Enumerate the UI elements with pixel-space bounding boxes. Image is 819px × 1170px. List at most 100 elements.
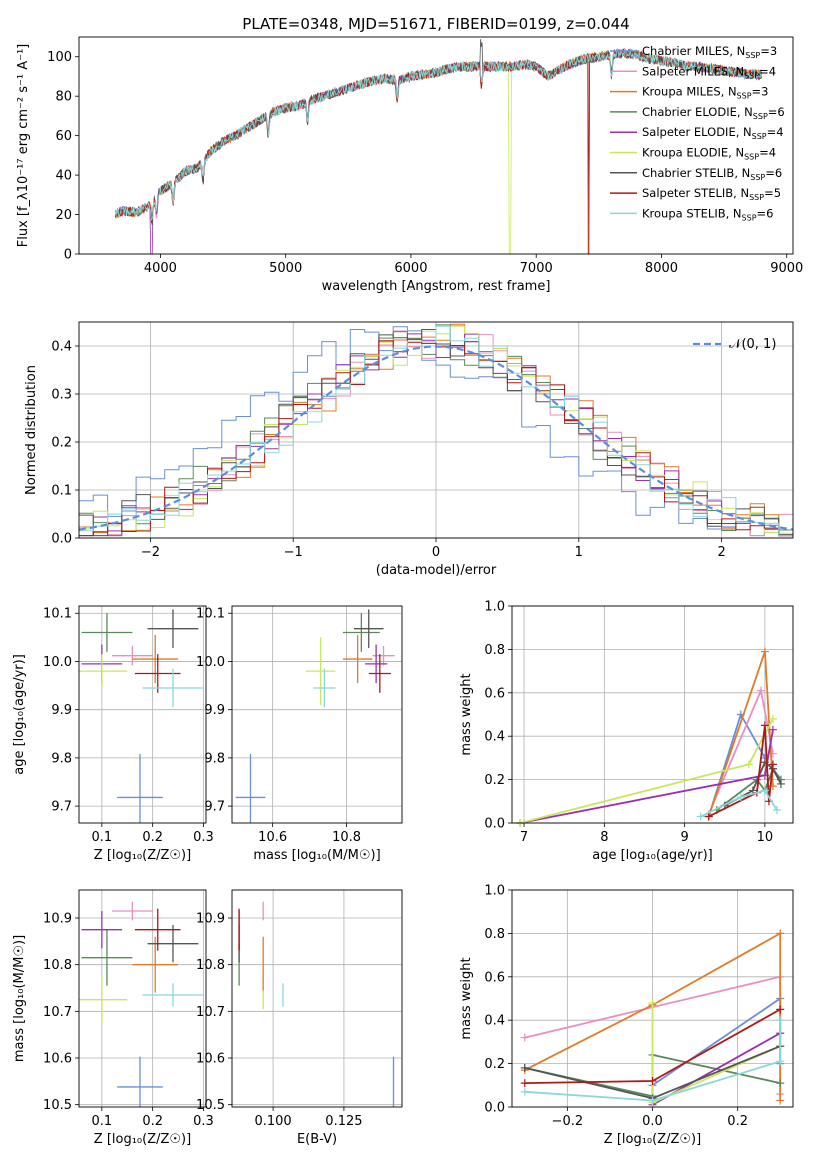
x-tick-label: 0.125 xyxy=(325,1114,362,1129)
y-tick-label: 0.6 xyxy=(484,686,505,701)
y-tick-label: 100 xyxy=(47,50,72,65)
weight-marker-kroupa_elodie xyxy=(744,760,753,769)
legend-label-main: Salpeter MILES, N xyxy=(642,64,744,78)
legend-label-main: Kroupa MILES, N xyxy=(642,85,737,99)
y-tick-label: 0.2 xyxy=(484,1057,505,1072)
x-tick-label: 0.2 xyxy=(142,1114,163,1129)
y-tick-label: 0.2 xyxy=(484,773,505,788)
weight-marker-salpeter_stelib xyxy=(520,1079,529,1088)
x-tick-label: 0.100 xyxy=(254,1114,291,1129)
histogram-salpeter_elodie xyxy=(79,333,793,537)
legend-label-sub: SSP xyxy=(737,92,752,101)
legend-label-tail: =4 xyxy=(767,125,784,139)
spectrum-series-kroupa_stelib xyxy=(114,47,763,222)
normal-curve xyxy=(78,345,794,531)
legend-label-tail: =3 xyxy=(760,44,777,58)
x-axis-label: Z [log₁₀(Z/Z☉)] xyxy=(94,848,191,863)
y-tick-label: 10.1 xyxy=(196,607,225,622)
y-tick-label: 0.0 xyxy=(484,817,505,832)
plot-frame xyxy=(511,605,794,824)
chart-title: PLATE=0348, MJD=51671, FIBERID=0199, z=0… xyxy=(242,15,629,33)
x-tick-label: 6000 xyxy=(394,261,427,276)
x-tick-label: 7000 xyxy=(520,261,553,276)
plot-frame xyxy=(78,605,207,824)
legend-label-tail: =3 xyxy=(752,85,769,99)
y-tick-label: 10.7 xyxy=(43,1005,72,1020)
x-tick-label: 0.0 xyxy=(642,1114,663,1129)
y-tick-label: 0.4 xyxy=(484,730,505,745)
y-tick-label: 0.6 xyxy=(484,970,505,985)
y-tick-label: 0.8 xyxy=(484,927,505,942)
weight-marker-kroupa_stelib xyxy=(648,1096,657,1105)
x-tick-label: 9000 xyxy=(770,261,803,276)
weight-marker-salpeter_stelib xyxy=(776,1005,785,1014)
axes-spectrum: 4000 5000 6000 7000 8000 9000 0 20 40 60 80 100 PLAT… xyxy=(16,15,803,294)
axes-mass-vs-Z: 0.1 0.2 0.3 10.5 10.6 10.7 10.8 10.9 Z [log₁₀(Z/… xyxy=(12,889,214,1147)
legend-label: Salpeter ELODIE, NSSP=4 xyxy=(642,125,784,141)
y-tick-label: 10.8 xyxy=(196,958,225,973)
plot-frame xyxy=(231,605,403,824)
weight-marker-kroupa_stelib xyxy=(736,792,745,801)
y-axis-label: mass weight xyxy=(459,673,474,755)
y-tick-label: 9.9 xyxy=(51,703,72,718)
y-tick-label: 40 xyxy=(55,169,72,184)
axes-weight-vs-age: 7 8 9 10 0.0 0.2 0.4 0.6 0.8 1.0 age [log₁₀(age/yr… xyxy=(459,600,794,863)
axes-age-vs-mass: 10.6 10.8 9.7 9.8 9.9 10.0 10.1 mass [log₁₀(M/M… xyxy=(196,605,403,863)
x-axis-label: age [log₁₀(age/yr)] xyxy=(592,848,713,863)
y-tick-label: 10.9 xyxy=(196,912,225,927)
weight-marker-kroupa_miles xyxy=(776,1096,785,1105)
legend-label-tail: =4 xyxy=(759,146,776,160)
legend-label-main: Salpeter ELODIE, N xyxy=(642,125,752,139)
legend-label-tail: =6 xyxy=(768,105,785,119)
y-tick-label: 0 xyxy=(64,248,72,263)
y-tick-label: 10.7 xyxy=(196,1005,225,1020)
weight-marker-salpeter_stelib xyxy=(768,760,777,769)
legend-label-main: Kroupa STELIB, N xyxy=(642,206,742,220)
legend-label: Kroupa ELODIE, NSSP=4 xyxy=(642,146,776,162)
y-tick-label: 10.1 xyxy=(43,607,72,622)
weight-marker-kroupa_stelib xyxy=(760,786,769,795)
legend-label-sub: SSP xyxy=(745,51,760,60)
weight-marker-kroupa_stelib xyxy=(520,1087,529,1096)
weight-marker-kroupa_stelib xyxy=(776,1057,785,1066)
y-tick-label: 9.8 xyxy=(204,751,225,766)
histogram-chabrier_miles xyxy=(79,326,793,537)
plot-frame xyxy=(78,321,794,539)
x-tick-label: 10.6 xyxy=(258,830,287,845)
x-tick-label: 5000 xyxy=(269,261,302,276)
x-tick-label: 0.3 xyxy=(193,1114,214,1129)
legend-label-tail: =6 xyxy=(757,206,774,220)
x-tick-label: 8 xyxy=(600,830,608,845)
legend-label-main: Chabrier ELODIE, N xyxy=(642,105,753,119)
x-tick-label: 0.3 xyxy=(193,830,214,845)
plot-frame xyxy=(78,889,207,1108)
weight-marker-salpeter_stelib xyxy=(648,1076,657,1085)
weight-marker-kroupa_miles xyxy=(776,929,785,938)
y-tick-label: 10.9 xyxy=(43,912,72,927)
y-tick-label: 10.5 xyxy=(196,1098,225,1113)
axes-weight-vs-Z: −0.2 0.0 0.2 0.0 0.2 0.4 0.6 0.8 1.0 Z [log₁₀(Z/Z… xyxy=(459,884,794,1147)
weight-marker-chabrier_elodie xyxy=(776,1079,785,1088)
weight-line-kroupa_stelib xyxy=(524,1020,782,1102)
x-tick-label: 4000 xyxy=(144,261,177,276)
legend-label: Chabrier STELIB, NSSP=6 xyxy=(642,166,782,182)
x-axis-label: wavelength [Angstrom, rest frame] xyxy=(322,279,551,294)
x-tick-label: 0.1 xyxy=(92,1114,113,1129)
axes-mass-vs-EBV: 0.100 0.125 10.5 10.6 10.7 10.8 10.9 E(B-V) xyxy=(196,889,403,1147)
x-tick-label: 7 xyxy=(520,830,528,845)
x-tick-label: 10.8 xyxy=(332,830,361,845)
legend-label-main: Salpeter STELIB, N xyxy=(642,186,749,200)
weight-marker-kroupa_miles xyxy=(760,647,769,656)
y-tick-label: 9.8 xyxy=(51,751,72,766)
weight-line-kroupa_elodie xyxy=(651,1002,781,1105)
weight-marker-chabrier_stelib xyxy=(776,779,785,788)
x-axis-label: Z [log₁₀(Z/Z☉)] xyxy=(604,1132,701,1147)
weight-marker-kroupa_stelib xyxy=(772,805,781,814)
y-tick-label: 1.0 xyxy=(484,600,505,615)
y-tick-label: 0.2 xyxy=(51,436,72,451)
y-tick-label: 80 xyxy=(55,90,72,105)
y-tick-label: 0.4 xyxy=(484,1014,505,1029)
legend-label-sub: SSP xyxy=(750,173,765,182)
x-tick-label: 8000 xyxy=(645,261,678,276)
x-tick-label: 0.2 xyxy=(727,1114,748,1129)
